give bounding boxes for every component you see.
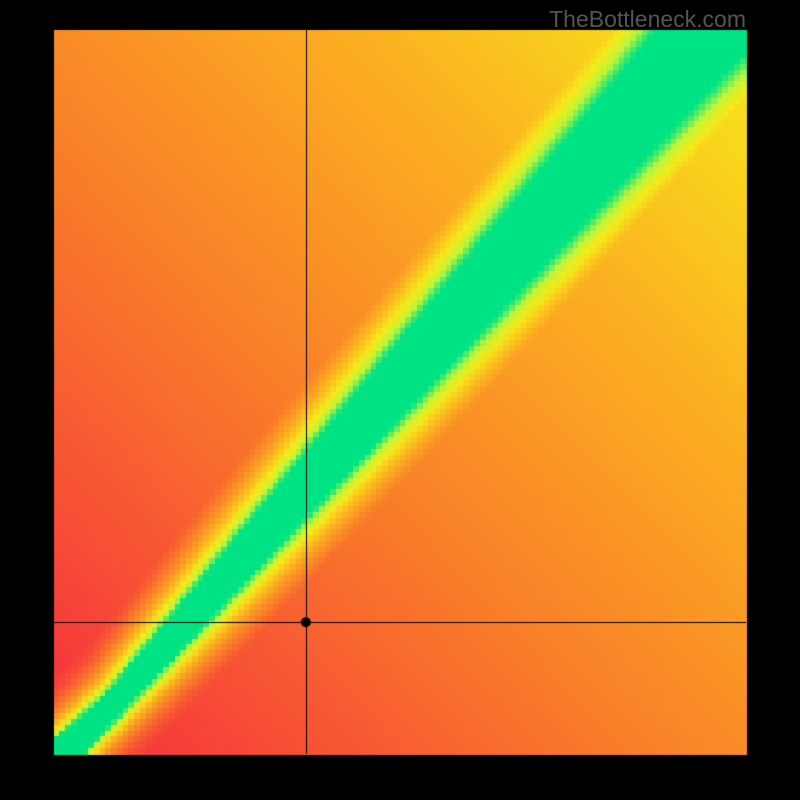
- watermark-text: TheBottleneck.com: [549, 6, 746, 33]
- heatmap-canvas: [0, 0, 800, 800]
- chart-container: TheBottleneck.com: [0, 0, 800, 800]
